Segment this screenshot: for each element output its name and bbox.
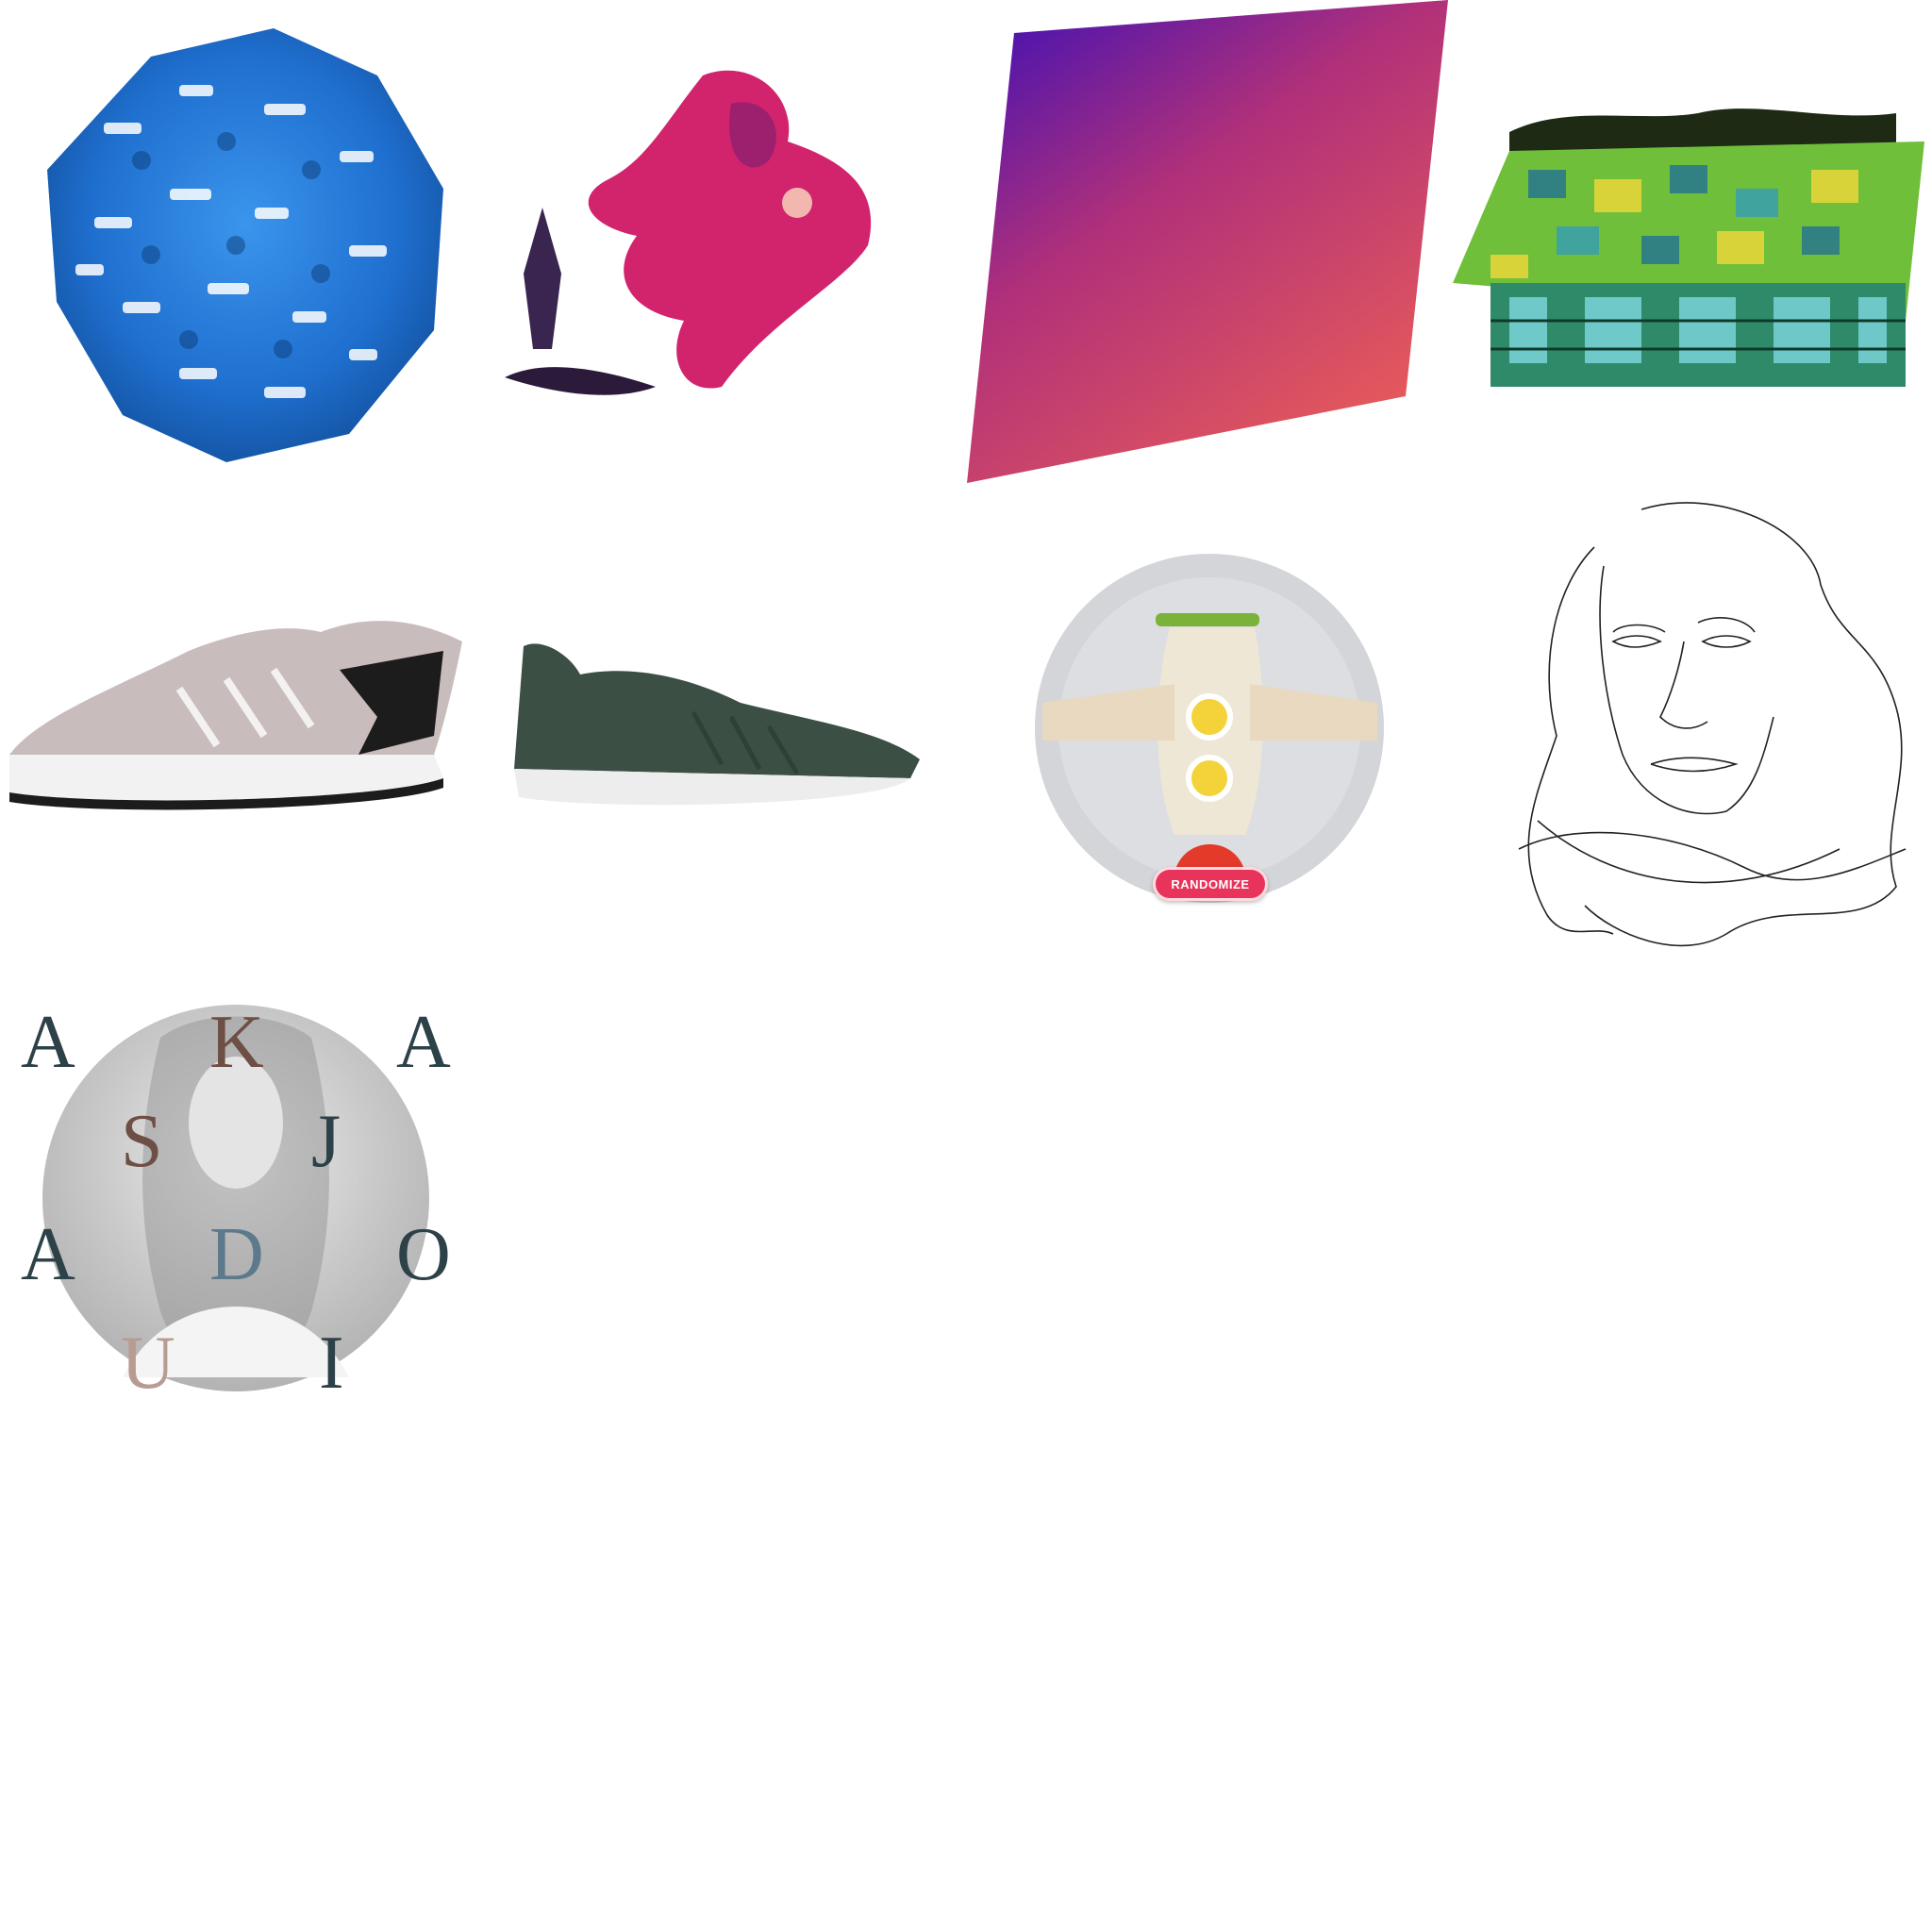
running-shoe-grey-icon [9, 621, 462, 810]
type-letter: U [121, 1322, 175, 1405]
tile-pixel-house[interactable] [1453, 104, 1932, 387]
blue-cans-cluster-icon [47, 28, 443, 462]
type-letter: D [209, 1213, 264, 1296]
type-letter: A [396, 1001, 451, 1084]
tile-line-portrait[interactable] [1500, 491, 1932, 962]
typography-letters: A K A S J A D O U I [0, 1000, 472, 1415]
tile-shoe-green[interactable] [505, 618, 929, 816]
type-letter: A [21, 1001, 75, 1084]
pixel-house-icon [1453, 108, 1924, 387]
type-letter: O [396, 1213, 451, 1296]
typography-portrait-icon [42, 1005, 429, 1391]
tile-food-plate[interactable] [1033, 552, 1387, 906]
gradient-panel-icon [967, 0, 1448, 483]
food-plate-rocket-icon [1035, 554, 1384, 903]
tile-gradient-panel[interactable] [962, 0, 1453, 483]
line-portrait-icon [1518, 502, 1907, 947]
tile-blue-cans[interactable] [38, 19, 453, 462]
tile-shoe-grey[interactable] [0, 613, 486, 830]
type-letter: S [121, 1100, 163, 1183]
type-letter: I [319, 1322, 344, 1405]
type-letter: J [311, 1100, 341, 1183]
running-shoe-green-icon [514, 643, 920, 806]
tile-ink-splash[interactable] [486, 38, 967, 443]
tile-typography-portrait[interactable]: A K A S J A D O U I [0, 1000, 472, 1415]
randomize-button[interactable]: RANDOMIZE [1153, 867, 1268, 901]
type-letter: A [21, 1213, 75, 1296]
ink-splash-figure-icon [505, 70, 872, 395]
type-letter: K [209, 1001, 264, 1084]
